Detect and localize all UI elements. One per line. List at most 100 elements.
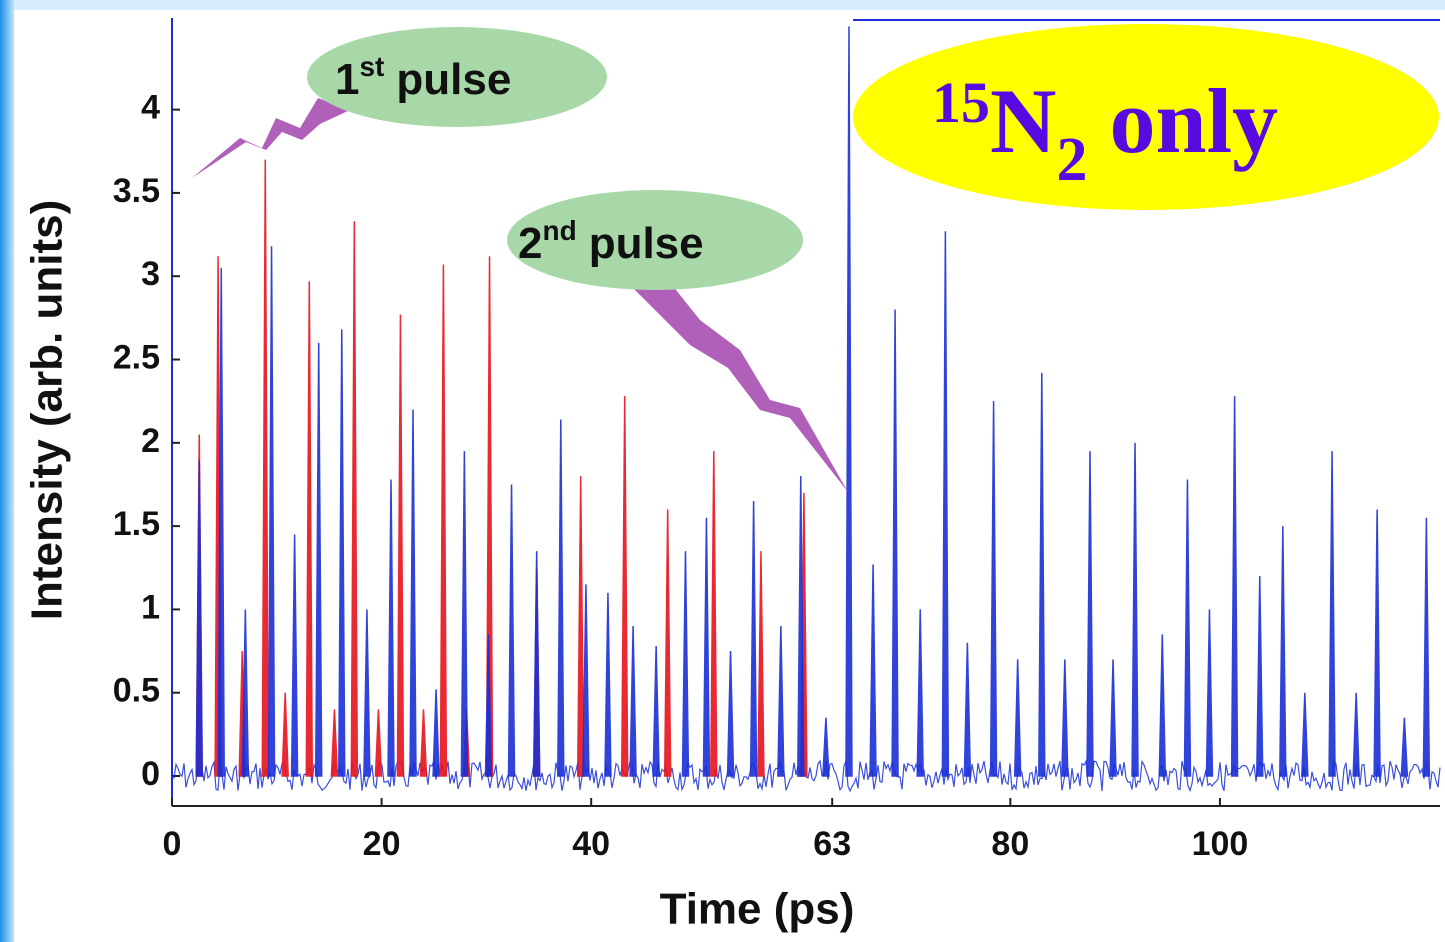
spike: [409, 409, 417, 777]
y-tick-label: 4: [141, 89, 160, 127]
spike: [576, 476, 585, 777]
spike: [989, 401, 998, 777]
spike: [702, 517, 711, 777]
y-tick-label: 1.5: [113, 505, 160, 543]
spike: [620, 396, 629, 777]
spike: [217, 267, 226, 777]
x-tick-label: 80: [991, 825, 1029, 863]
spike: [1373, 509, 1381, 777]
spike: [1301, 692, 1309, 777]
annotation-part: 15: [932, 70, 990, 135]
spike: [432, 689, 440, 777]
spike: [338, 329, 346, 777]
y-axis-label: Intensity (arb. units): [23, 200, 72, 620]
spike: [439, 264, 448, 777]
x-tick-label: 0: [163, 825, 182, 863]
spike: [507, 484, 516, 777]
annotation: 1st pulse: [335, 51, 511, 104]
spike: [330, 709, 339, 777]
spike: [629, 626, 637, 777]
spike: [582, 584, 590, 777]
spike: [1061, 659, 1069, 777]
x-tick-label: 63: [813, 825, 851, 863]
spike: [267, 246, 276, 777]
x-tick-label: 20: [363, 825, 401, 863]
y-tick-label: 0.5: [113, 672, 160, 710]
x-axis-label: Time (ps): [660, 885, 855, 934]
spike: [363, 609, 371, 777]
spike: [822, 717, 830, 777]
spike: [663, 509, 672, 777]
spike: [557, 419, 565, 777]
bubble: [507, 190, 803, 290]
label-ellipse: [853, 24, 1439, 210]
spike: [1158, 634, 1167, 777]
spike: [1109, 659, 1117, 777]
annotation-part: only: [1109, 70, 1278, 172]
annotation-part: 1: [335, 55, 359, 104]
spike: [1328, 451, 1336, 777]
spike: [241, 609, 250, 777]
annotation-part: st: [359, 51, 384, 82]
spike: [891, 309, 899, 777]
pulse-arrow: [630, 270, 848, 492]
spike: [1013, 659, 1022, 777]
spike: [261, 159, 270, 777]
annotation: 2nd pulse: [518, 215, 704, 268]
y-tick-label: 3.5: [113, 172, 160, 210]
spike: [963, 642, 972, 777]
y-tick-label: 2: [141, 422, 160, 460]
side-band: [0, 0, 14, 942]
spike: [749, 501, 758, 777]
spike: [460, 451, 469, 777]
spike: [1400, 717, 1409, 777]
spike: [710, 451, 718, 777]
spike: [195, 459, 204, 777]
y-tick-label: 1: [141, 588, 160, 626]
spike: [681, 551, 690, 777]
x-tick-label: 40: [572, 825, 610, 863]
spike: [396, 314, 405, 777]
spike: [1038, 372, 1046, 777]
spike: [350, 221, 359, 777]
spike: [374, 709, 383, 777]
spike: [314, 342, 323, 777]
pulse-arrow: [192, 98, 350, 178]
spike: [532, 551, 541, 777]
annotation-part: 2: [1056, 126, 1087, 194]
spike: [484, 634, 493, 777]
bubble: [307, 27, 607, 127]
spike: [281, 692, 289, 777]
spike: [1131, 442, 1139, 777]
x-tick-label: 100: [1192, 825, 1249, 863]
spike: [387, 479, 395, 777]
spike: [419, 709, 428, 777]
spike: [290, 534, 299, 777]
spike: [757, 551, 765, 777]
spike: [604, 592, 612, 777]
spike: [1086, 451, 1094, 777]
y-tick-label: 2.5: [113, 339, 160, 377]
spike: [1279, 526, 1287, 777]
spike: [1352, 692, 1360, 777]
spike: [1422, 517, 1431, 777]
spike: [916, 609, 924, 777]
annotation-part: N: [990, 70, 1056, 172]
spike: [1205, 609, 1214, 777]
annotation-part: pulse: [396, 55, 511, 104]
annotation: 15N2 only: [932, 70, 1278, 194]
spike: [726, 651, 735, 777]
spike: [305, 281, 314, 777]
spike: [1255, 576, 1264, 777]
spike: [1230, 396, 1239, 777]
annotation-part: pulse: [589, 219, 704, 268]
spike: [869, 564, 877, 777]
spike: [941, 231, 950, 777]
spike: [845, 26, 853, 777]
y-tick-label: 0: [141, 755, 160, 793]
spike: [797, 476, 805, 777]
spike: [652, 646, 660, 777]
spike: [1183, 479, 1192, 777]
annotation-part: nd: [542, 215, 576, 246]
